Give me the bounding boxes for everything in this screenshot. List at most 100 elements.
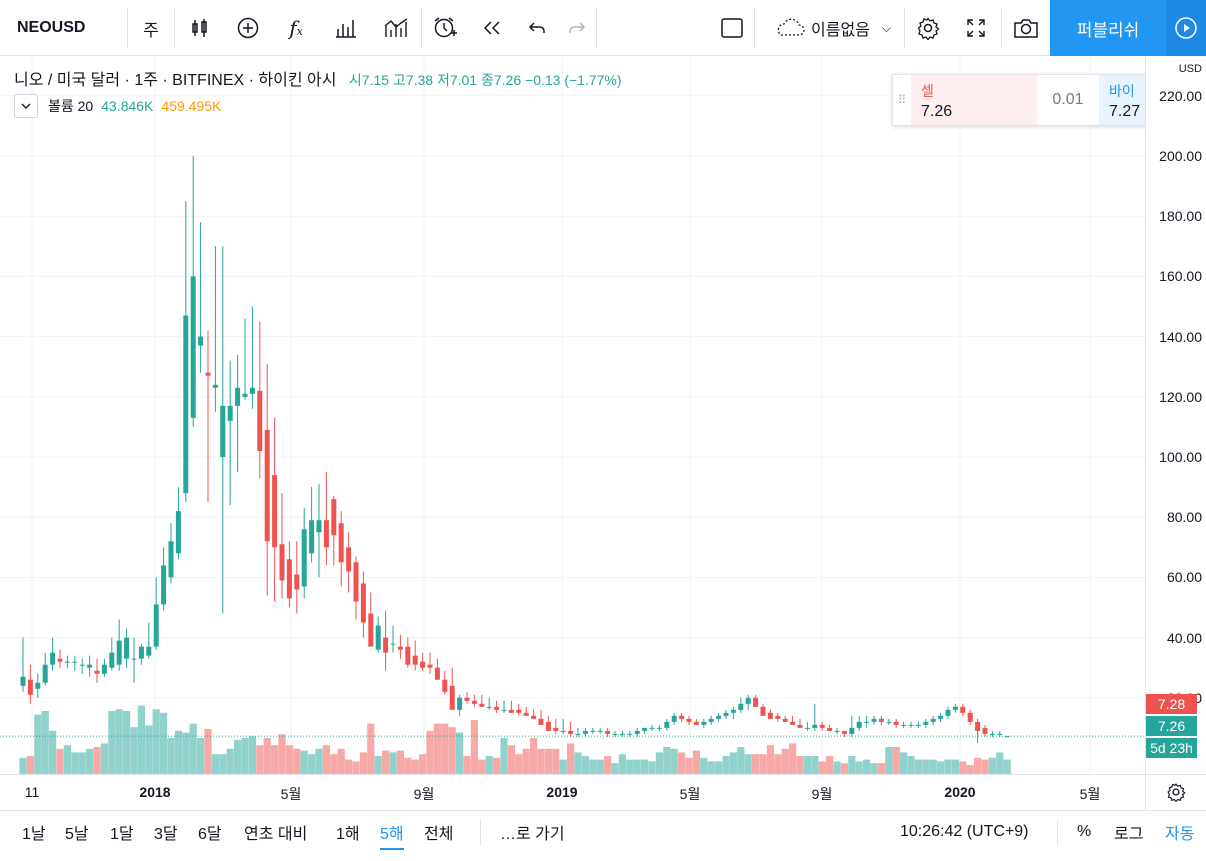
snapshot-camera-icon[interactable]: [1002, 0, 1050, 56]
candle-body: [686, 718, 692, 722]
range-button[interactable]: 1달: [110, 826, 134, 843]
auto-scale-button[interactable]: 자동: [1165, 826, 1195, 843]
candle-body: [124, 637, 130, 659]
range-button[interactable]: 연초 대비: [244, 826, 308, 843]
financials-icon[interactable]: [321, 0, 371, 56]
candle-body: [301, 529, 307, 587]
volume-bar: [219, 754, 227, 774]
volume-bar: [685, 757, 693, 774]
volume-bar: [500, 738, 508, 774]
candle-body: [390, 643, 396, 645]
play-icon[interactable]: [1166, 0, 1206, 56]
settings-gear-icon[interactable]: [905, 0, 951, 56]
candle-body: [975, 721, 981, 731]
percent-scale-button[interactable]: %: [1077, 823, 1092, 840]
candle-body: [50, 652, 56, 665]
toolbar-divider: [174, 8, 175, 48]
volume-bar: [833, 761, 841, 774]
volume-indicator-label: 볼륨 20: [48, 98, 94, 114]
candle-body: [908, 724, 914, 726]
candle-body: [57, 658, 63, 662]
price-tick-label: 180.00: [1159, 208, 1202, 225]
volume-bar: [715, 761, 723, 774]
volume-bar: [877, 763, 885, 774]
volume-bar: [352, 761, 360, 774]
volume-bar: [197, 738, 205, 774]
volume-bar: [308, 754, 316, 774]
candle-body: [627, 733, 633, 735]
time-tick-label: 9월: [413, 786, 435, 802]
publish-button[interactable]: 퍼블리쉬: [1050, 0, 1166, 56]
indicators-icon[interactable]: fx: [271, 0, 321, 56]
volume-bar: [241, 738, 249, 774]
volume-bar: [996, 752, 1004, 774]
volume-bar: [41, 711, 49, 774]
candle-body: [42, 664, 48, 683]
volume-bar: [574, 752, 582, 774]
layout-name-button[interactable]: 이름없음 ⌵: [762, 0, 902, 56]
undo-icon[interactable]: [516, 0, 558, 56]
volume-bar: [618, 754, 626, 774]
candle-body: [168, 541, 174, 578]
compare-add-icon[interactable]: [225, 0, 271, 56]
price-chart[interactable]: [0, 56, 1145, 774]
templates-icon[interactable]: [371, 0, 421, 56]
replay-icon[interactable]: [468, 0, 516, 56]
candle-body: [397, 646, 403, 650]
currency-label: USD: [1178, 63, 1202, 75]
volume-bar: [670, 748, 678, 774]
volume-bar: [922, 759, 930, 774]
clock-timezone-button[interactable]: 10:26:42 (UTC+9): [900, 823, 1029, 840]
layout-select-icon[interactable]: [710, 0, 754, 56]
range-button[interactable]: 5날: [65, 826, 89, 843]
candle-body: [486, 706, 492, 708]
range-button[interactable]: 전체: [424, 826, 454, 843]
volume-bar: [345, 759, 353, 774]
candle-body: [590, 730, 596, 732]
price-tick-label: 220.00: [1159, 87, 1202, 104]
volume-bar: [389, 752, 397, 774]
symbol-search-button[interactable]: NEOUSD: [17, 19, 86, 36]
sell-button[interactable]: 셀 7.26: [911, 75, 1037, 125]
goto-date-button[interactable]: …로 가기: [500, 826, 565, 843]
volume-bar: [278, 734, 286, 774]
volume-bar: [766, 745, 774, 774]
candle-body: [575, 733, 581, 735]
candle-body: [161, 565, 167, 605]
range-button[interactable]: 1해: [336, 826, 360, 843]
collapse-legend-button[interactable]: [14, 94, 38, 118]
range-button[interactable]: 3달: [154, 826, 178, 843]
drag-handle-icon[interactable]: ⠿: [897, 93, 907, 107]
price-axis[interactable]: [1145, 56, 1206, 774]
chevron-down-icon: ⌵: [881, 20, 891, 35]
volume-bar: [322, 745, 330, 774]
axis-settings-button[interactable]: [1145, 774, 1206, 810]
volume-bar: [293, 748, 301, 774]
redo-icon[interactable]: [558, 0, 596, 56]
time-axis[interactable]: [0, 774, 1206, 810]
toolbar-divider: [1057, 820, 1058, 846]
candle-body: [664, 721, 670, 728]
fullscreen-icon[interactable]: [951, 0, 1001, 56]
chart-style-icon[interactable]: [175, 0, 225, 56]
candle-body: [693, 721, 699, 725]
candle-body: [272, 475, 278, 548]
price-tick-label: 120.00: [1159, 388, 1202, 405]
range-button[interactable]: 6달: [198, 826, 222, 843]
volume-bar: [818, 761, 826, 774]
candle-body: [449, 685, 455, 710]
candle-body: [538, 718, 544, 725]
log-scale-button[interactable]: 로그: [1114, 826, 1144, 843]
range-button[interactable]: 1날: [22, 826, 46, 843]
volume-bar: [108, 711, 116, 774]
time-tick-label: 5월: [679, 786, 701, 802]
candle-body: [997, 733, 1003, 735]
interval-button[interactable]: 주: [143, 20, 159, 40]
price-tick-label: 160.00: [1159, 268, 1202, 285]
candle-body: [656, 727, 662, 729]
alert-clock-icon[interactable]: [422, 0, 468, 56]
volume-bar: [300, 750, 308, 774]
range-button[interactable]: 5해: [380, 812, 404, 852]
candle-body: [346, 547, 352, 572]
volume-bar: [959, 761, 967, 774]
